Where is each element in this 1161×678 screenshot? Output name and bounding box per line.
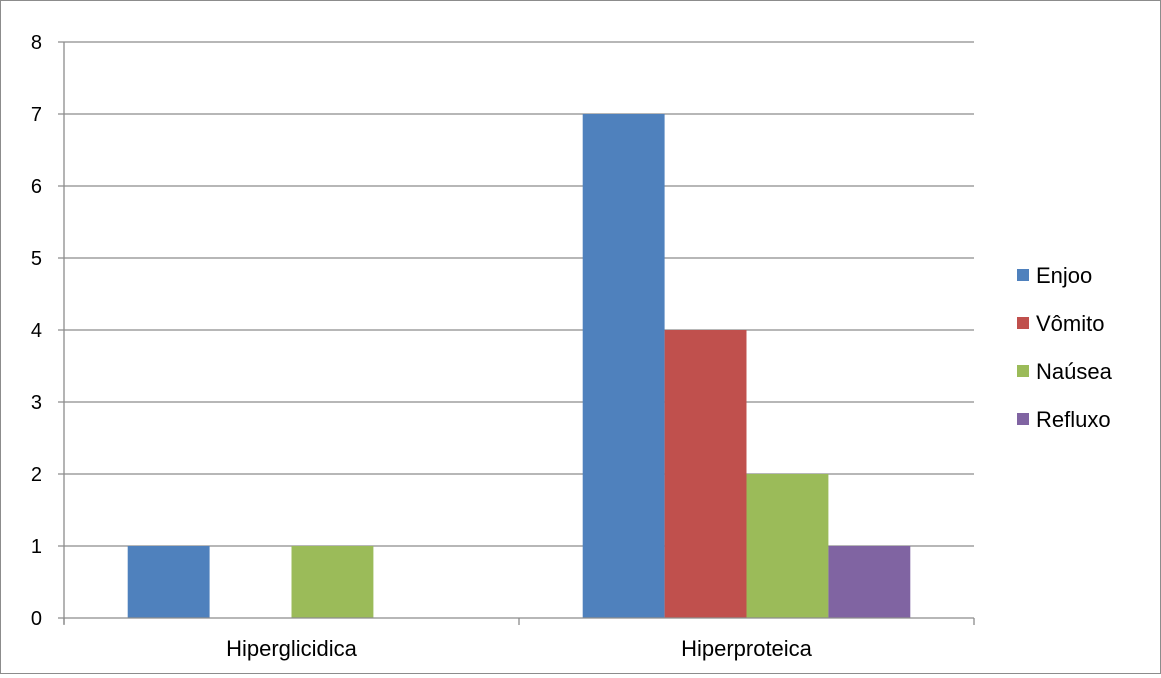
legend-item-vômito: Vômito xyxy=(1017,311,1104,336)
bars xyxy=(127,114,911,618)
legend-label: Naúsea xyxy=(1036,359,1113,384)
legend-swatch xyxy=(1017,365,1029,377)
legend-item-refluxo: Refluxo xyxy=(1017,407,1111,432)
bar-vômito-hiperproteica xyxy=(664,330,747,618)
legend-label: Refluxo xyxy=(1036,407,1111,432)
y-tick-label: 2 xyxy=(31,464,42,486)
gridlines xyxy=(58,41,974,547)
x-category-label: Hiperglicidica xyxy=(226,636,358,661)
legend: Enjoo Vômito Naúsea Refluxo xyxy=(1017,263,1113,432)
y-axis-tick-labels: 0 1 2 3 4 5 6 7 8 xyxy=(31,32,42,630)
y-tick-label: 7 xyxy=(31,104,42,126)
legend-item-enjoo: Enjoo xyxy=(1017,263,1092,288)
bar-enjoo-hiperglicidica xyxy=(127,546,210,618)
y-tick-label: 0 xyxy=(31,608,42,630)
legend-item-naúsea: Naúsea xyxy=(1017,359,1113,384)
x-category-label: Hiperproteica xyxy=(681,636,813,661)
bar-naúsea-hiperproteica xyxy=(746,474,829,618)
bar-refluxo-hiperproteica xyxy=(828,546,911,618)
y-tick-label: 6 xyxy=(31,176,42,198)
y-tick-label: 1 xyxy=(31,536,42,558)
y-tick-label: 5 xyxy=(31,248,42,270)
legend-label: Enjoo xyxy=(1036,263,1092,288)
axes xyxy=(58,42,975,625)
legend-swatch xyxy=(1017,413,1029,425)
legend-swatch xyxy=(1017,317,1029,329)
y-tick-label: 4 xyxy=(31,320,42,342)
legend-swatch xyxy=(1017,269,1029,281)
y-tick-label: 8 xyxy=(31,32,42,54)
x-axis-category-labels: Hiperglicidica Hiperproteica xyxy=(226,636,813,661)
y-tick-label: 3 xyxy=(31,392,42,414)
bar-enjoo-hiperproteica xyxy=(582,114,665,618)
bar-naúsea-hiperglicidica xyxy=(291,546,374,618)
legend-label: Vômito xyxy=(1036,311,1104,336)
